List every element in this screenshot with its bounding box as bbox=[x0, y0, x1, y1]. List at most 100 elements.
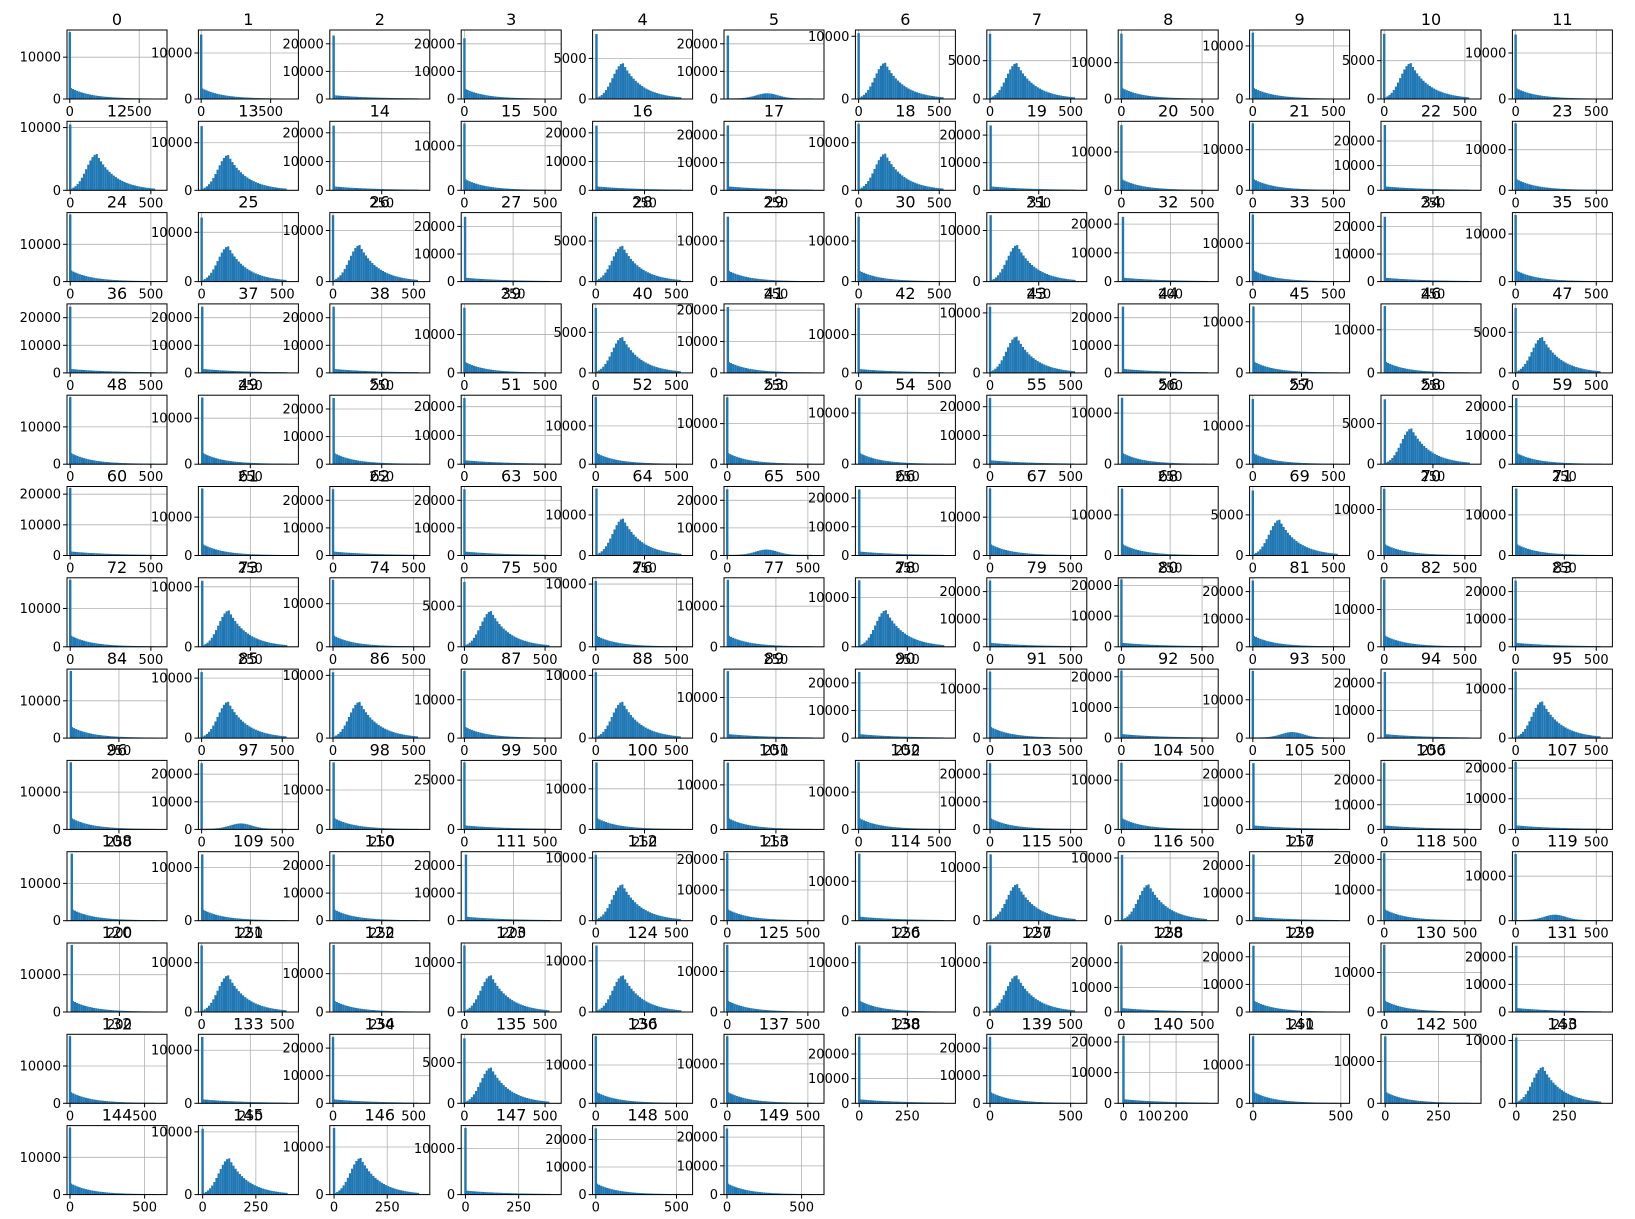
plot-area bbox=[1249, 395, 1350, 465]
histogram-bar bbox=[1388, 637, 1391, 647]
histogram-bar bbox=[1274, 642, 1277, 647]
panel-title: 61 bbox=[238, 467, 258, 486]
histogram-bar bbox=[1274, 460, 1277, 465]
histogram-bar bbox=[210, 637, 213, 647]
histogram-bar bbox=[1530, 184, 1533, 191]
histogram-bar bbox=[1142, 370, 1145, 373]
histogram-bar bbox=[1254, 89, 1258, 99]
histogram-bar bbox=[125, 97, 128, 99]
x-tick-label: 250 bbox=[1289, 379, 1314, 394]
axes-frame bbox=[1117, 577, 1219, 648]
histogram-bar bbox=[1152, 279, 1155, 282]
histogram-bar bbox=[251, 636, 254, 647]
histogram-bar bbox=[489, 186, 493, 191]
axes-frame bbox=[1511, 29, 1613, 100]
histogram-bar bbox=[1142, 95, 1145, 99]
histogram-bar bbox=[1541, 278, 1544, 282]
histogram-bar bbox=[939, 188, 942, 191]
histogram-bar bbox=[144, 187, 147, 191]
histogram-bar bbox=[1036, 462, 1039, 465]
histogram-bar bbox=[933, 187, 936, 191]
histogram-bar bbox=[1429, 280, 1432, 282]
histogram-bar bbox=[786, 554, 789, 556]
y-tick-label: 0 bbox=[578, 93, 586, 108]
histogram-bar bbox=[1009, 550, 1012, 556]
histogram-bar bbox=[1399, 443, 1402, 465]
histogram-bar bbox=[606, 457, 609, 465]
histogram-bar bbox=[1568, 645, 1571, 647]
histogram-bar bbox=[217, 625, 220, 647]
histogram-bar bbox=[487, 461, 490, 465]
y-tick-label: 10000 bbox=[20, 420, 61, 435]
y-tick-label: 0 bbox=[578, 458, 586, 473]
plot-area bbox=[1249, 577, 1350, 647]
histogram-bar bbox=[1033, 266, 1036, 282]
panel-title: 1 bbox=[243, 10, 253, 29]
histogram-bar bbox=[379, 645, 382, 647]
histogram-bar bbox=[359, 370, 362, 373]
histogram-bar bbox=[1031, 264, 1034, 282]
histogram-bar bbox=[252, 181, 255, 191]
panel-title: 50 bbox=[370, 375, 390, 394]
histogram-bar bbox=[121, 645, 124, 647]
histogram-bar bbox=[365, 188, 368, 191]
histogram-bar-zero bbox=[201, 306, 204, 373]
histogram-bar bbox=[1038, 88, 1042, 99]
histogram-bar bbox=[1393, 455, 1396, 465]
histogram-bar bbox=[788, 554, 791, 556]
histogram-bar-zero bbox=[69, 488, 72, 556]
histogram-bar bbox=[1299, 97, 1302, 99]
histogram-bar bbox=[502, 370, 505, 373]
histogram-bar bbox=[203, 735, 206, 739]
histogram-bar bbox=[1004, 351, 1008, 373]
histogram-bar bbox=[630, 76, 633, 99]
y-tick-label: 0 bbox=[710, 549, 718, 564]
histogram-bar bbox=[1169, 280, 1172, 282]
y-tick-label: 20000 bbox=[1465, 585, 1506, 600]
histogram-bar bbox=[506, 97, 510, 99]
histogram-bar bbox=[1058, 95, 1061, 99]
histogram-bar bbox=[104, 735, 107, 739]
histogram-bar bbox=[1386, 362, 1390, 373]
histogram-bar bbox=[509, 188, 512, 191]
y-tick-label: 0 bbox=[710, 366, 718, 381]
histogram-bar bbox=[492, 614, 495, 647]
histogram-bar bbox=[1011, 551, 1014, 556]
axes-frame bbox=[66, 212, 168, 283]
histogram-bar bbox=[1267, 93, 1270, 99]
histogram-bar bbox=[109, 736, 112, 739]
histogram-bar bbox=[526, 463, 529, 465]
histogram-bar bbox=[772, 371, 775, 373]
histogram-bar bbox=[1269, 276, 1272, 282]
panel-title: 71 bbox=[1552, 467, 1572, 486]
axes-frame bbox=[329, 394, 431, 465]
histogram-bar bbox=[93, 643, 96, 647]
histogram-bar-zero bbox=[1120, 33, 1123, 100]
histogram-bar-zero bbox=[857, 307, 860, 373]
histogram-bar bbox=[1157, 96, 1160, 99]
histogram-bar bbox=[205, 90, 208, 99]
histogram-bar bbox=[1146, 370, 1149, 373]
axes-frame bbox=[329, 303, 431, 374]
histogram-bar bbox=[340, 187, 343, 191]
plot-area bbox=[1381, 212, 1481, 282]
histogram-bar bbox=[644, 462, 647, 465]
histogram-bar bbox=[235, 259, 238, 282]
histogram-bar bbox=[1015, 552, 1018, 556]
histogram-bar bbox=[1030, 356, 1033, 373]
histogram-bar bbox=[1422, 553, 1425, 556]
histogram-bar bbox=[519, 189, 522, 191]
histogram-bar bbox=[992, 186, 995, 191]
histogram-bar bbox=[238, 626, 241, 647]
histogram-bar bbox=[386, 645, 389, 647]
panel-title: 53 bbox=[764, 375, 784, 394]
histogram-bar bbox=[494, 370, 497, 373]
histogram-bar bbox=[751, 369, 754, 373]
y-tick-label: 20000 bbox=[1202, 585, 1243, 600]
plot-area bbox=[1381, 577, 1481, 647]
histogram-bar bbox=[1017, 66, 1020, 99]
axes-frame bbox=[329, 486, 431, 556]
histogram-bar bbox=[597, 454, 601, 465]
y-tick-label: 0 bbox=[1235, 366, 1243, 381]
histogram-bar bbox=[1395, 278, 1398, 282]
